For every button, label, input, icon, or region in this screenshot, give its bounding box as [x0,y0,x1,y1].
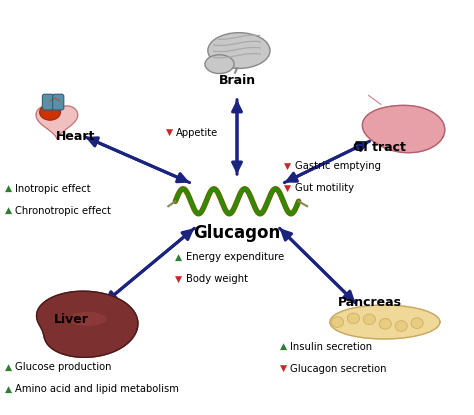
Text: Glucagon secretion: Glucagon secretion [290,364,387,374]
FancyBboxPatch shape [42,94,54,110]
Text: GI tract: GI tract [353,141,406,154]
Text: ▼: ▼ [175,275,182,284]
Ellipse shape [40,104,61,120]
Text: ▼: ▼ [284,161,292,171]
Text: Glucose production: Glucose production [15,362,112,372]
Circle shape [411,318,423,328]
Circle shape [395,321,407,331]
Ellipse shape [208,33,270,68]
Text: ▼: ▼ [280,364,287,373]
FancyBboxPatch shape [53,94,64,110]
Text: Gastric emptying: Gastric emptying [295,161,381,171]
Circle shape [363,314,375,325]
Text: ▲: ▲ [5,385,12,394]
Text: ▼: ▼ [284,183,292,193]
Ellipse shape [68,312,107,326]
Text: Energy expenditure: Energy expenditure [186,252,284,262]
Polygon shape [362,105,445,153]
Text: ▲: ▲ [175,253,182,262]
Polygon shape [36,106,78,139]
Circle shape [347,313,359,324]
Text: Brain: Brain [219,74,255,88]
Text: ▲: ▲ [280,342,287,351]
Text: ▲: ▲ [5,206,12,215]
Text: Appetite: Appetite [176,128,219,138]
Text: Heart: Heart [56,130,96,144]
Text: ▼: ▼ [166,128,173,137]
Polygon shape [36,291,138,357]
Text: Body weight: Body weight [186,274,248,284]
Text: Liver: Liver [54,313,89,326]
Text: Inotropic effect: Inotropic effect [15,184,91,194]
Text: Glucagon: Glucagon [193,224,281,242]
Text: ▲: ▲ [5,363,12,372]
Text: Pancreas: Pancreas [337,296,402,310]
Text: Gut motility: Gut motility [295,183,354,193]
Text: ▲: ▲ [5,184,12,193]
Circle shape [331,317,344,327]
Text: Insulin secretion: Insulin secretion [290,342,372,352]
Circle shape [379,318,392,329]
Ellipse shape [205,55,234,73]
Text: Chronotropic effect: Chronotropic effect [15,206,111,216]
Polygon shape [330,305,440,339]
Text: Amino acid and lipid metabolism: Amino acid and lipid metabolism [15,384,179,394]
